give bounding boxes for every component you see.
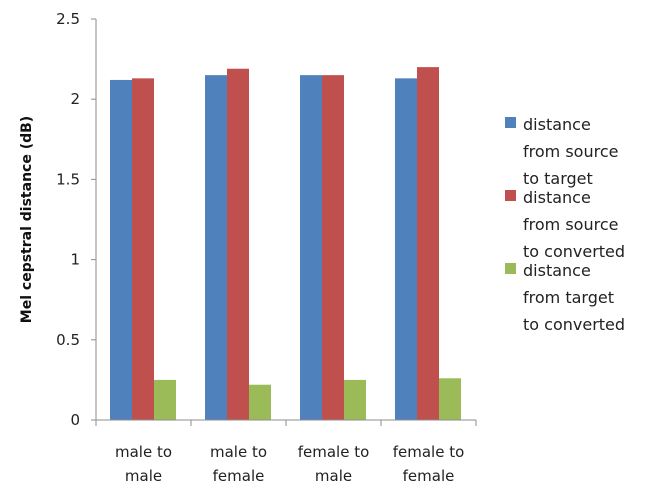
x-category-label: female [403, 467, 455, 485]
x-category-label: male [315, 467, 352, 485]
y-tick-label: 1 [70, 251, 80, 269]
legend-label: to target [523, 169, 593, 188]
x-category-label: male to [115, 443, 172, 461]
x-axis-category-labels: male to male male to female female to male fem… [95, 420, 477, 485]
bar [417, 67, 439, 421]
legend-label: to converted [523, 242, 625, 261]
bar [300, 75, 322, 420]
legend-swatch [505, 117, 516, 128]
bar [395, 78, 417, 421]
bar [132, 78, 154, 421]
bar [322, 75, 344, 420]
legend-swatch [505, 263, 516, 274]
y-axis-title: Mel cepstral distance (dB) [19, 116, 35, 323]
bars [110, 67, 461, 421]
legend-label: from source [523, 142, 618, 161]
y-tick-label: 2.5 [56, 10, 80, 28]
y-tick-label: 1.5 [56, 170, 80, 188]
legend-label: from source [523, 215, 618, 234]
x-category-label: male [125, 467, 162, 485]
bar [439, 378, 461, 420]
x-category-label: male to [210, 443, 267, 461]
y-axis-ticks: 0 0.5 1 1.5 2 2.5 [56, 10, 96, 429]
y-tick-label: 0.5 [56, 331, 80, 349]
bar [344, 379, 366, 420]
bar [227, 68, 249, 420]
x-category-label: female [213, 467, 265, 485]
legend-label: to converted [523, 315, 625, 334]
bar [205, 75, 227, 420]
legend-label: distance [523, 188, 591, 207]
legend-swatch [505, 190, 516, 201]
x-category-label: female to [393, 443, 465, 461]
bar [110, 79, 132, 421]
legend-label: from target [523, 288, 614, 307]
bar [249, 384, 271, 420]
bar [154, 379, 176, 420]
x-category-label: female to [298, 443, 370, 461]
y-tick-label: 2 [70, 90, 80, 108]
legend-label: distance [523, 261, 591, 280]
legend-label: distance [523, 115, 591, 134]
y-tick-label: 0 [70, 411, 80, 429]
